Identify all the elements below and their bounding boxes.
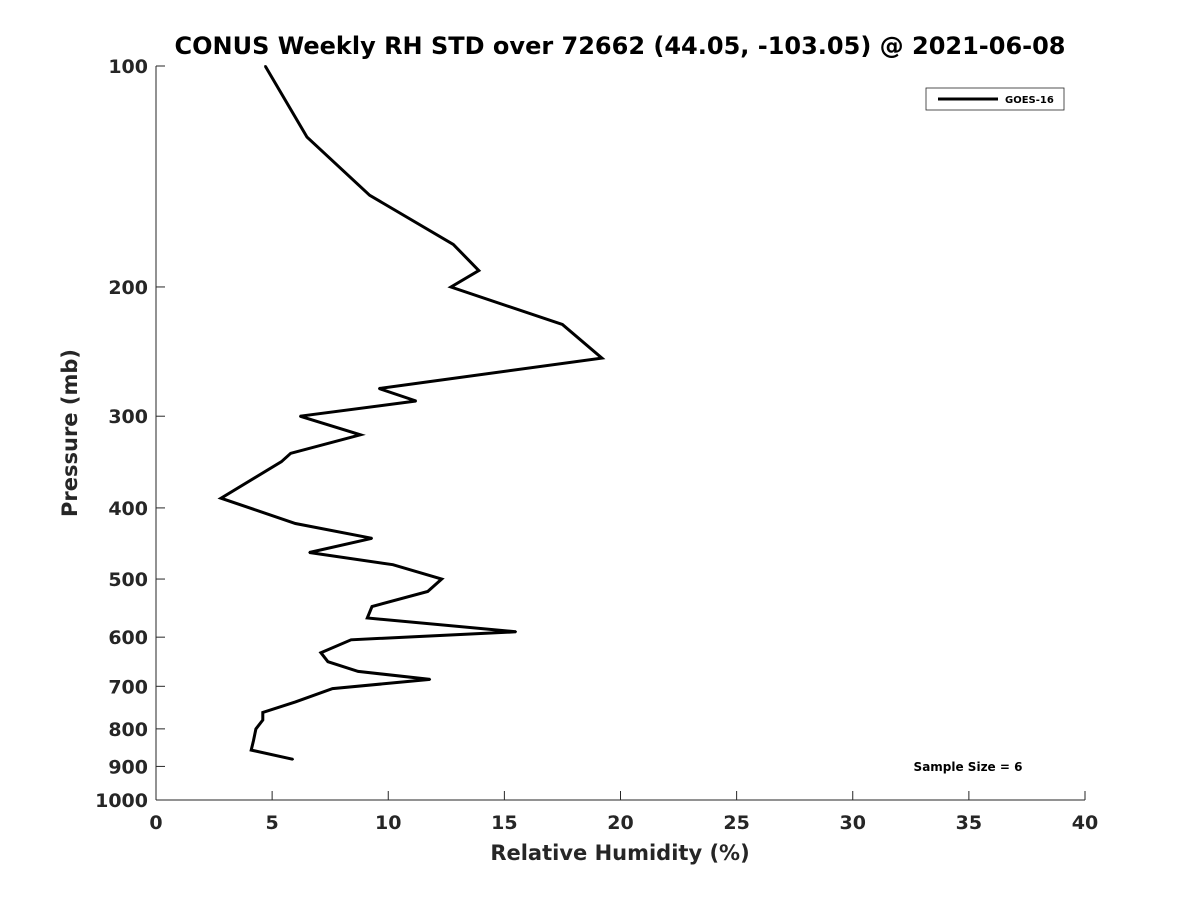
data-point xyxy=(477,269,480,272)
y-tick-label: 100 xyxy=(108,56,148,78)
y-axis-label: Pressure (mb) xyxy=(58,349,82,517)
data-point xyxy=(452,243,455,246)
data-point xyxy=(292,758,294,761)
y-tick-label: 1000 xyxy=(95,790,148,812)
x-tick-label: 10 xyxy=(375,812,401,834)
y-tick-label: 700 xyxy=(108,676,148,698)
y-tick-label: 400 xyxy=(108,498,148,520)
series-line-0 xyxy=(217,65,606,761)
data-point xyxy=(280,460,283,463)
data-point xyxy=(371,605,373,608)
data-point xyxy=(357,670,360,673)
y-tick-label: 900 xyxy=(108,756,148,778)
data-point xyxy=(319,651,322,654)
data-point xyxy=(359,433,362,436)
y-axis-ticks: 100 200 300 400 500 600 700 800 900 1000 xyxy=(95,56,165,812)
data-point xyxy=(252,739,255,742)
series-group xyxy=(217,65,606,761)
data-point xyxy=(440,578,443,580)
data-point xyxy=(600,357,603,360)
x-tick-label: 0 xyxy=(149,812,162,834)
data-point xyxy=(308,551,311,554)
data-point xyxy=(261,719,264,721)
data-point xyxy=(220,497,222,500)
data-point xyxy=(294,522,297,525)
data-point xyxy=(289,452,292,455)
data-point xyxy=(299,415,301,418)
sample-size-annotation: Sample Size = 6 xyxy=(914,760,1023,774)
x-tick-label: 30 xyxy=(840,812,866,834)
data-point xyxy=(366,617,369,619)
data-point xyxy=(350,638,353,641)
data-point xyxy=(429,678,432,681)
x-axis-label: Relative Humidity (%) xyxy=(490,841,749,865)
data-point xyxy=(250,749,253,752)
data-point xyxy=(515,630,517,633)
y-tick-label: 500 xyxy=(108,569,148,591)
data-point xyxy=(294,700,297,703)
data-point xyxy=(391,563,394,566)
x-axis-ticks: 0 5 10 15 20 25 30 35 40 xyxy=(149,791,1098,834)
data-point xyxy=(306,136,308,139)
chart-title: CONUS Weekly RH STD over 72662 (44.05, -… xyxy=(174,32,1065,60)
y-tick-label: 800 xyxy=(108,719,148,741)
data-point xyxy=(331,687,334,690)
data-point xyxy=(254,727,257,730)
data-point xyxy=(561,323,564,326)
x-tick-label: 35 xyxy=(956,812,982,834)
legend-label: GOES-16 xyxy=(1005,95,1054,106)
x-tick-label: 15 xyxy=(491,812,517,834)
data-point xyxy=(371,537,373,540)
x-tick-label: 5 xyxy=(266,812,279,834)
data-point xyxy=(368,194,371,197)
y-tick-label: 300 xyxy=(108,406,148,428)
data-point xyxy=(264,65,267,67)
data-point xyxy=(415,400,418,402)
x-tick-label: 20 xyxy=(607,812,633,834)
y-tick-label: 200 xyxy=(108,277,148,299)
x-tick-label: 40 xyxy=(1072,812,1098,834)
data-point xyxy=(261,711,264,714)
data-point xyxy=(426,590,429,593)
x-tick-label: 25 xyxy=(723,812,749,834)
data-point xyxy=(450,286,452,288)
data-point xyxy=(378,387,380,390)
data-point xyxy=(326,660,329,663)
y-tick-label: 600 xyxy=(108,627,148,649)
legend: GOES-16 xyxy=(925,87,1065,111)
